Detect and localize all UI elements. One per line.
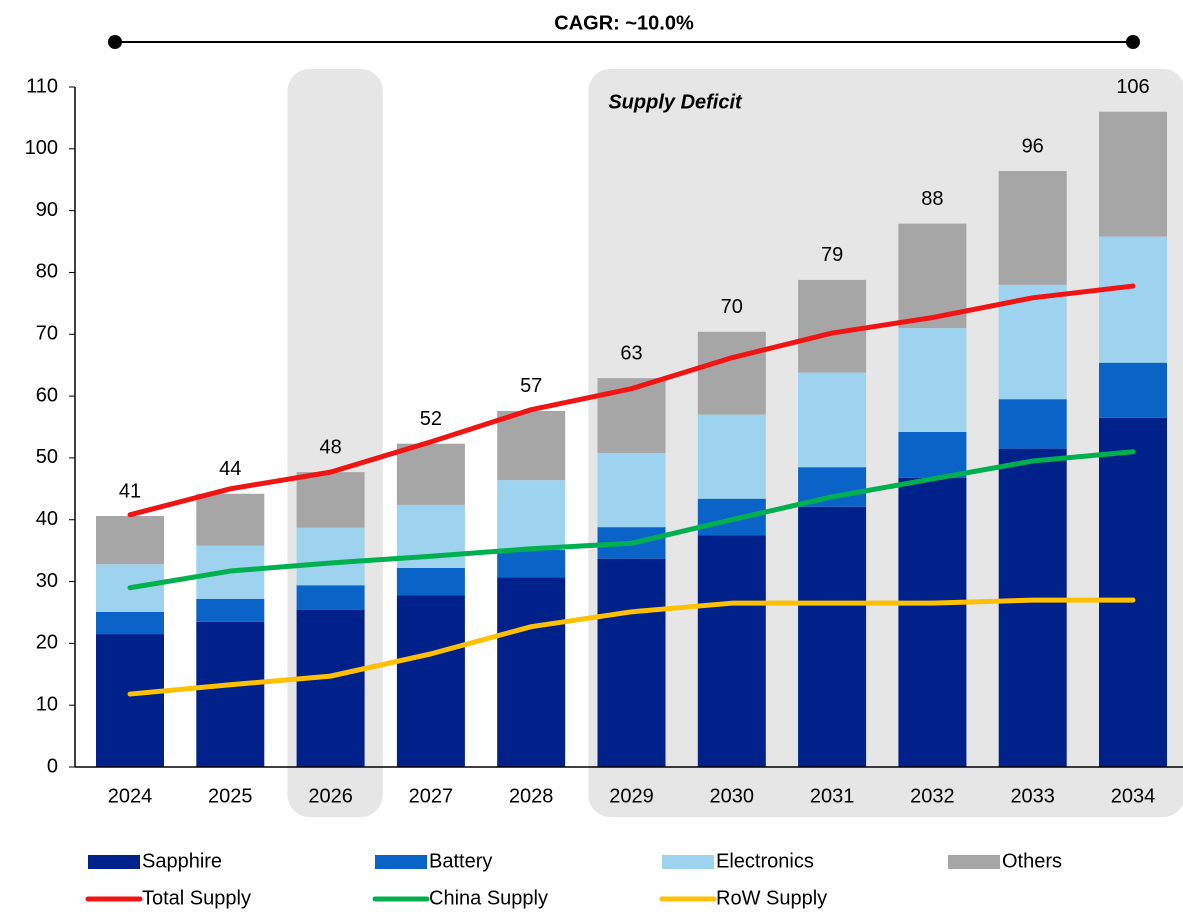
x-tick-label: 2032 [910,785,955,807]
x-tick-label: 2029 [609,785,654,807]
bar-segment [597,452,666,528]
bar-segment [998,448,1067,767]
total-label: 106 [1116,76,1149,98]
total-label: 48 [319,436,341,458]
legend-label: Sapphire [142,850,222,872]
y-tick-label: 10 [36,693,58,715]
x-tick-label: 2028 [509,785,554,807]
x-tick-label: 2024 [108,785,153,807]
total-label: 44 [219,458,241,480]
y-tick-label: 0 [47,755,58,777]
total-label: 52 [420,408,442,430]
legend-swatch [88,855,140,869]
bar-segment [998,399,1067,449]
bar-segment [396,595,465,767]
y-tick-label: 100 [25,137,58,159]
bar-segment [497,577,566,767]
bar-segment [1099,111,1167,237]
legend-label: Others [1002,850,1062,872]
bar-segment [798,279,867,373]
bar-segment [196,621,265,767]
x-tick-label: 2030 [710,785,755,807]
bar-segment [697,498,766,536]
bar-segment [497,410,566,481]
bar-segment [1099,417,1167,767]
total-label: 63 [620,342,642,364]
legend-label: Battery [429,850,492,872]
bar-segment [96,516,164,565]
highlight-label: Supply Deficit [608,91,743,113]
bar-segment [798,506,867,767]
bar-segment [898,477,967,767]
x-tick-label: 2033 [1010,785,1055,807]
legend-label: RoW Supply [716,887,827,909]
legend-label: Total Supply [142,887,251,909]
bar-segment [196,493,265,546]
legend-label: China Supply [429,887,548,909]
x-tick-label: 2034 [1111,785,1156,807]
bar-segment [697,414,766,499]
y-tick-label: 50 [36,446,58,468]
bar-segment [96,634,164,767]
bar-segment [497,550,566,578]
legend-label: Electronics [716,850,814,872]
line-series [127,597,1136,697]
bar-segment [798,372,867,468]
bar-segment [697,331,766,415]
legend-swatch [375,855,427,869]
legend-swatch [662,855,714,869]
y-tick-label: 70 [36,323,58,345]
bar-segment [998,171,1067,285]
bar-segment [296,527,365,586]
bar-segment [296,585,365,610]
total-label: 70 [721,296,743,318]
highlight-band [588,69,1183,817]
bar-segment [898,328,967,432]
y-tick-label: 80 [36,261,58,283]
bar-segment [597,558,666,767]
legend-swatch [948,855,1000,869]
line-series [127,449,1136,591]
y-tick-label: 40 [36,508,58,530]
x-tick-label: 2027 [409,785,454,807]
y-tick-label: 20 [36,632,58,654]
bar-segment [296,609,365,767]
total-label: 79 [821,244,843,266]
bar-segment [396,443,465,505]
cagr-annotation: CAGR: ~10.0% [554,12,694,34]
bar-segment [1099,362,1167,418]
bar-segment [96,611,164,635]
total-label: 41 [119,480,141,502]
y-tick-label: 30 [36,570,58,592]
bar-segment [497,480,566,551]
cagr-dot [108,35,122,49]
bar-segment [396,567,465,596]
y-tick-label: 110 [26,75,58,97]
y-tick-label: 90 [36,199,58,221]
bar-segment [296,472,365,528]
x-tick-label: 2025 [208,785,253,807]
total-label: 57 [520,375,542,397]
x-tick-label: 2026 [308,785,353,807]
cagr-dot [1126,35,1140,49]
total-label: 96 [1022,135,1044,157]
bar-segment [1099,236,1167,363]
x-tick-label: 2031 [810,785,855,807]
line-series [127,283,1136,518]
total-label: 88 [921,188,943,210]
y-tick-label: 60 [36,384,58,406]
bar-segment [898,431,967,478]
bar-segment [196,598,265,622]
bar-segment [697,535,766,767]
